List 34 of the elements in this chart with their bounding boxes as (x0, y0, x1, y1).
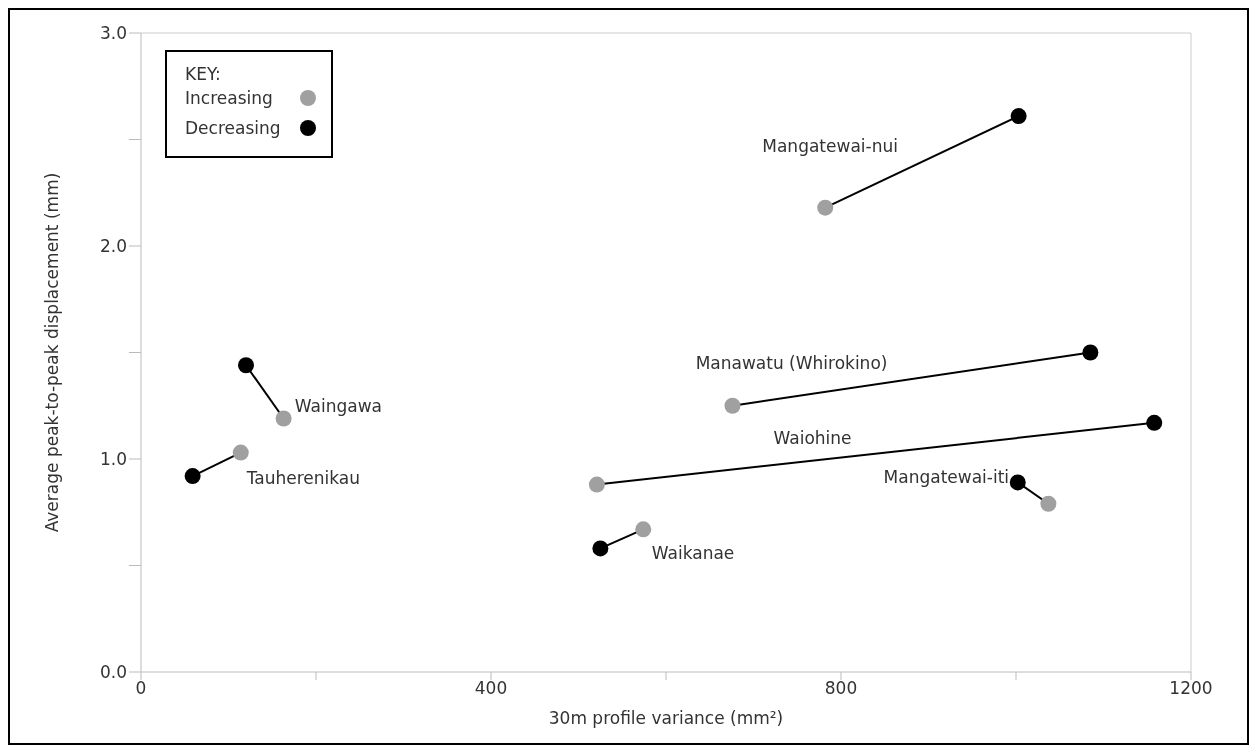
point (1009, 474, 1026, 491)
y-tick-label: 3.0 (99, 23, 127, 44)
series-label: Mangatewai-nui (762, 135, 898, 156)
series-label: Waingawa (294, 395, 382, 416)
point (275, 410, 292, 427)
point (724, 397, 741, 414)
point (184, 468, 201, 485)
point (1082, 344, 1099, 361)
y-tick-label: 2.0 (99, 236, 127, 257)
series-label: Waikanae (651, 542, 735, 563)
x-tick-label: 800 (824, 678, 858, 699)
y-axis-title: Average peak-to-peak displacement (mm) (42, 172, 63, 533)
point (238, 357, 254, 374)
point (588, 476, 605, 493)
series-label: Mangatewai-iti (883, 467, 1010, 488)
point (1146, 414, 1163, 431)
series-label: Tauherenikau (245, 468, 360, 489)
series-label: Manawatu (Whirokino) (695, 353, 888, 374)
series-label: Waiohine (773, 427, 852, 448)
x-tick-label: 0 (135, 678, 147, 699)
legend-label: Decreasing (185, 117, 281, 140)
point (1040, 495, 1057, 512)
point (817, 199, 834, 216)
point (592, 540, 609, 557)
point (1010, 108, 1027, 125)
point (232, 444, 249, 461)
y-tick-label: 1.0 (99, 449, 127, 470)
x-tick-label: 1200 (1169, 678, 1213, 699)
legend-title: KEY: (185, 63, 222, 86)
x-axis-title: 30m profile variance (mm²) (548, 708, 784, 728)
point (635, 521, 652, 538)
legend-label: Increasing (185, 87, 273, 110)
x-tick-label: 400 (474, 678, 508, 699)
y-tick-label: 0.0 (99, 662, 127, 683)
